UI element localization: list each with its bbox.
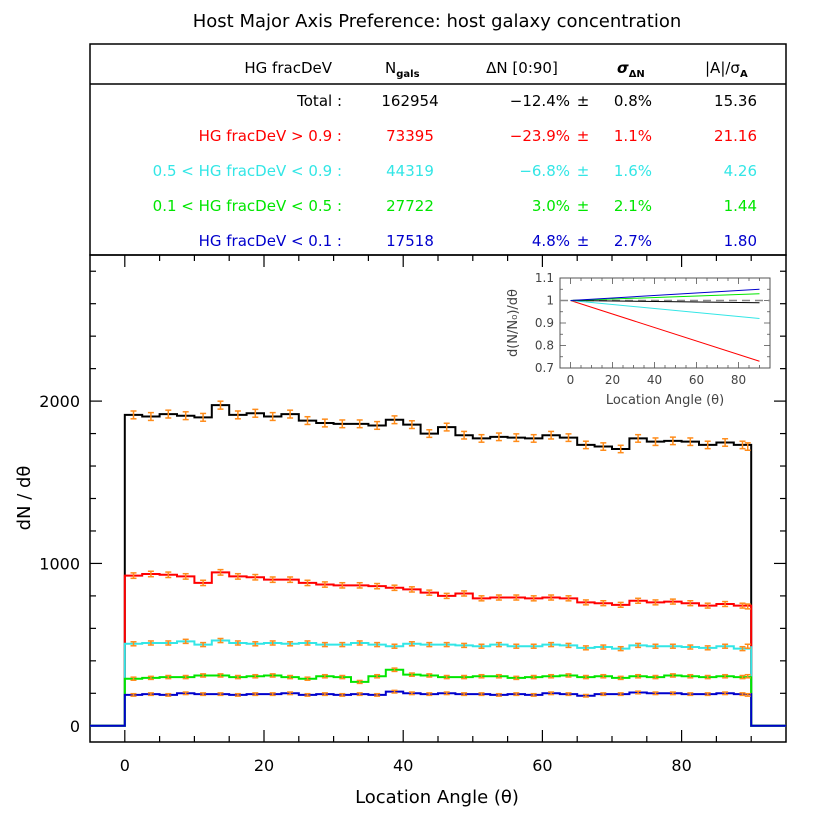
series-cyan (90, 637, 786, 727)
table-cell-ngals: 162954 (381, 92, 438, 110)
table-cell-ngals: 73395 (386, 127, 434, 145)
table-cell-ratio: 21.16 (714, 127, 757, 145)
main-plot: 0 20 40 60 80 0 1000 2000 Location Angle (θ) dN… (14, 254, 787, 808)
inset-x-tick-label: 0 (567, 373, 575, 387)
table-cell-dn: −23.9% (510, 127, 570, 145)
table-cell-dn: 4.8% (532, 232, 570, 250)
inset-x-tick-label: 20 (605, 373, 620, 387)
main-y-axis-label: dN / dθ (14, 466, 35, 531)
header-ratio: |A|/σA (705, 59, 748, 80)
table-cell-label: 0.1 < HG fracDeV < 0.5 : (153, 197, 342, 215)
inset-x-axis-label: Location Angle (θ) (606, 393, 724, 408)
inset-axis-ticks: 0 20 40 60 80 0.7 0.8 0.9 1 1.1 (535, 271, 770, 387)
series-blue (90, 689, 786, 727)
inset-series-blue (570, 288, 760, 301)
header-label: HG fracDeV (244, 59, 332, 77)
inset-y-tick-label: 0.9 (535, 316, 554, 330)
table-cell-label: HG fracDeV > 0.9 : (199, 127, 342, 145)
inset-y-axis-label: d(N/N₀)/dθ (506, 289, 521, 357)
table-cell-pm: ± (577, 162, 590, 180)
x-tick-label: 20 (254, 756, 274, 775)
inset-plot: 0 20 40 60 80 0.7 0.8 0.9 1 1.1 Location Angle (θ… (506, 271, 771, 408)
y-tick-label: 0 (70, 717, 80, 736)
header-ngals: Ngals (385, 59, 420, 80)
table-cell-ngals: 27722 (386, 197, 434, 215)
table-cell-ratio: 4.26 (724, 162, 757, 180)
x-tick-label: 40 (393, 756, 413, 775)
main-axis-ticks: 0 20 40 60 80 0 1000 2000 (39, 255, 786, 775)
table-cell-ngals: 17518 (386, 232, 434, 250)
table-cell-sigma: 1.1% (614, 127, 652, 145)
table-cell-ratio: 1.80 (724, 232, 757, 250)
header-sigma: σΔN (617, 59, 645, 80)
inset-series-green (570, 293, 760, 301)
table-border (89, 43, 787, 256)
table-cell-sigma: 2.1% (614, 197, 652, 215)
table-cell-pm: ± (577, 127, 590, 145)
series-green (90, 667, 786, 727)
table-cell-label: HG fracDeV < 0.1 : (199, 232, 342, 250)
main-series-group (90, 400, 786, 727)
series-green-step-line (90, 668, 786, 727)
inset-x-tick-label: 60 (689, 373, 704, 387)
inset-series-group (560, 288, 770, 362)
table-cell-pm: ± (577, 92, 590, 110)
inset-y-tick-label: 1.1 (535, 271, 554, 285)
header-delta-n: ΔN [0:90] (486, 59, 558, 77)
table-cell-sigma: 2.7% (614, 232, 652, 250)
inset-x-tick-label: 40 (647, 373, 662, 387)
series-blue-step-line (90, 690, 786, 727)
table-rows: Total : 162954 −12.4% ±0.8% 15.36 HG fracDeV … (153, 92, 757, 250)
series-red-step-line (90, 571, 786, 727)
summary-table: HG fracDeV Ngals ΔN [0:90] σΔN |A|/σA To… (89, 43, 787, 256)
table-cell-dn: −6.8% (519, 162, 570, 180)
series-total (90, 400, 786, 727)
table-cell-ngals: 44319 (386, 162, 434, 180)
table-cell-sigma: 1.6% (614, 162, 652, 180)
inset-y-tick-label: 0.7 (535, 361, 554, 375)
x-tick-label: 80 (671, 756, 691, 775)
table-cell-pm: ± (577, 197, 590, 215)
y-tick-label: 1000 (39, 554, 80, 573)
x-tick-label: 60 (532, 756, 552, 775)
figure-title: Host Major Axis Preference: host galaxy … (193, 11, 682, 32)
inset-y-tick-label: 0.8 (535, 339, 554, 353)
table-cell-ratio: 15.36 (714, 92, 757, 110)
series-cyan-step-line (90, 639, 786, 727)
table-cell-sigma: 0.8% (614, 92, 652, 110)
table-cell-label: Total : (296, 92, 342, 110)
table-cell-dn: −12.4% (510, 92, 570, 110)
table-cell-pm: ± (577, 232, 590, 250)
y-tick-label: 2000 (39, 392, 80, 411)
table-cell-ratio: 1.44 (724, 197, 757, 215)
inset-series-cyan (570, 300, 760, 319)
table-cell-label: 0.5 < HG fracDeV < 0.9 : (153, 162, 342, 180)
table-cell-dn: 3.0% (532, 197, 570, 215)
inset-series-total (570, 300, 760, 304)
inset-series-red (570, 300, 760, 362)
series-red (90, 568, 786, 727)
inset-x-tick-label: 80 (731, 373, 746, 387)
inset-y-tick-label: 1 (546, 294, 554, 308)
x-tick-label: 0 (120, 756, 130, 775)
main-x-axis-label: Location Angle (θ) (355, 787, 519, 808)
